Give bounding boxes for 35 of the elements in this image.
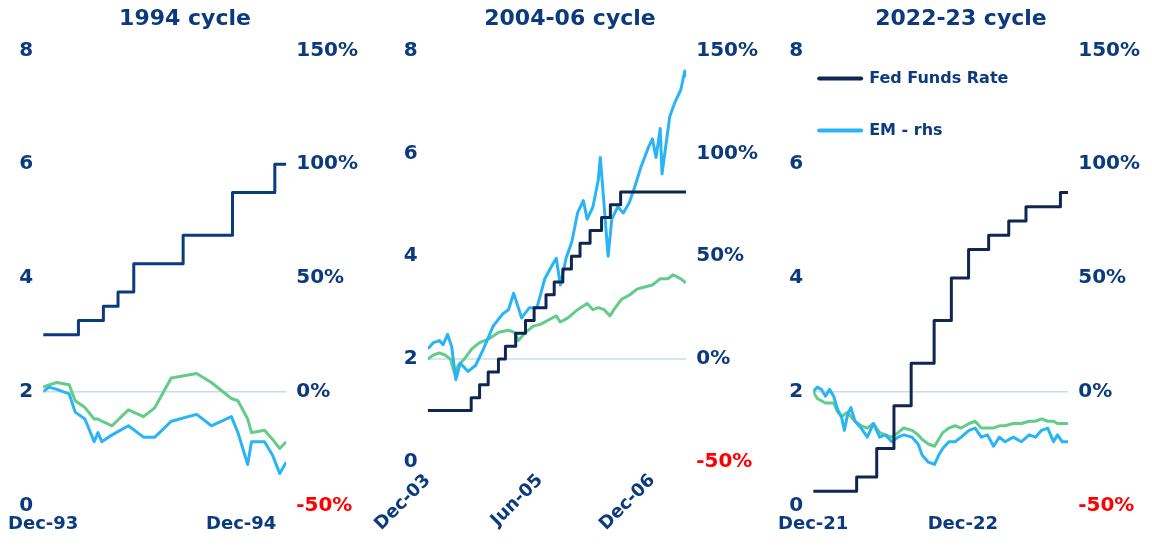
legend-label: EM - rhs [869,119,943,139]
y2-tick-label: -50% [696,448,753,473]
y2-tick-label: 150% [696,36,759,61]
y-tick-label: 6 [789,150,804,175]
y2-tick-label: 0% [296,377,331,402]
y2-tick-label: 150% [1078,36,1141,61]
y2-tick-label: 100% [696,139,759,164]
y2-tick-label: -50% [1078,491,1135,516]
y-tick-label: 2 [789,377,804,402]
chart-title: 2004-06 cycle [484,4,656,30]
y2-tick-label: 100% [296,150,359,175]
y-tick-label: 4 [403,242,418,267]
y2-tick-label: 50% [1078,264,1127,289]
y2-tick-label: 50% [296,264,345,289]
y-tick-label: 4 [19,264,34,289]
y-tick-label: 6 [403,139,418,164]
x-tick-label: Dec-22 [927,511,999,533]
chart-title: 1994 cycle [119,4,251,30]
y2-tick-label: 0% [696,345,731,370]
y2-tick-label: 50% [696,242,745,267]
y-tick-label: 6 [19,150,34,175]
y-tick-label: 8 [789,36,804,61]
y2-tick-label: 0% [1078,377,1113,402]
legend-label: Fed Funds Rate [869,67,1009,87]
y2-tick-label: -50% [296,491,353,516]
y2-tick-label: 150% [296,36,359,61]
y-tick-label: 4 [789,264,804,289]
y-tick-label: 8 [403,36,418,61]
chart-title: 2022-23 cycle [875,4,1047,30]
x-tick-label: Dec-94 [206,511,277,533]
y-tick-label: 2 [19,377,34,402]
y-tick-label: 8 [19,36,34,61]
y-tick-label: 0 [403,448,418,473]
y2-tick-label: 100% [1078,150,1141,175]
y-tick-label: 2 [403,345,418,370]
